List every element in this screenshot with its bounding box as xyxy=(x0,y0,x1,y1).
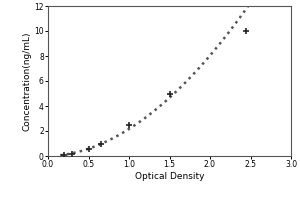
X-axis label: Optical Density: Optical Density xyxy=(135,172,204,181)
Y-axis label: Concentration(ng/mL): Concentration(ng/mL) xyxy=(22,31,32,131)
